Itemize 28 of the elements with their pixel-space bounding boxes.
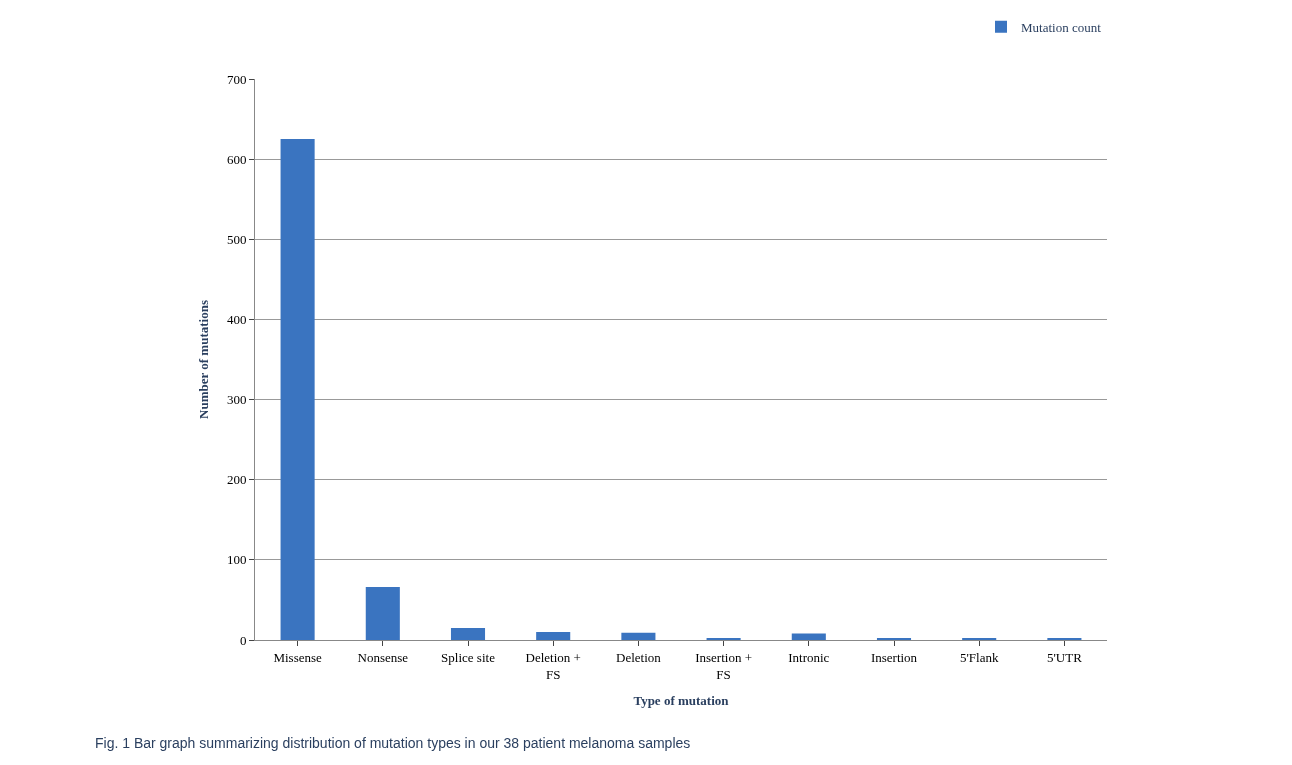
y-tick-label: 700: [226, 71, 247, 87]
x-tick-label: 5'UTR: [1046, 649, 1083, 665]
y-tick-label: 600: [226, 151, 247, 167]
bar: [536, 631, 571, 640]
x-tick-label: Intronic: [788, 649, 830, 665]
x-tick-label: 5'Flank: [959, 649, 999, 665]
y-tick-label: 200: [226, 472, 247, 488]
bar: [621, 632, 656, 640]
bar: [365, 587, 400, 640]
y-tick-label: 0: [239, 632, 247, 648]
legend-label: Mutation count: [1021, 19, 1102, 35]
x-tick-label: Nonsense: [357, 649, 409, 665]
y-tick-label: 300: [226, 392, 247, 408]
x-tick-label: Deletion: [616, 649, 662, 665]
bar: [791, 633, 826, 640]
bar: [450, 627, 486, 640]
x-tick-label: Deletion + FS: [525, 649, 581, 682]
y-tick-label: 400: [226, 311, 247, 327]
caption: Fig. 1 Bar graph summarizing distribution of mutation types in our 38 patient melanoma samples: [95, 735, 691, 751]
x-axis-title: Type of mutation: [633, 693, 730, 709]
x-tick-label: Insertion + FS: [695, 649, 752, 682]
y-tick-label: 100: [226, 552, 247, 568]
y-axis-title: Number of mutations: [195, 300, 211, 419]
x-tick-label: Insertion: [870, 649, 918, 665]
y-tick-label: 500: [226, 231, 247, 247]
x-tick-label: Missense: [273, 649, 323, 665]
x-tick-label: Splice site: [441, 649, 496, 665]
bar: [280, 139, 315, 640]
